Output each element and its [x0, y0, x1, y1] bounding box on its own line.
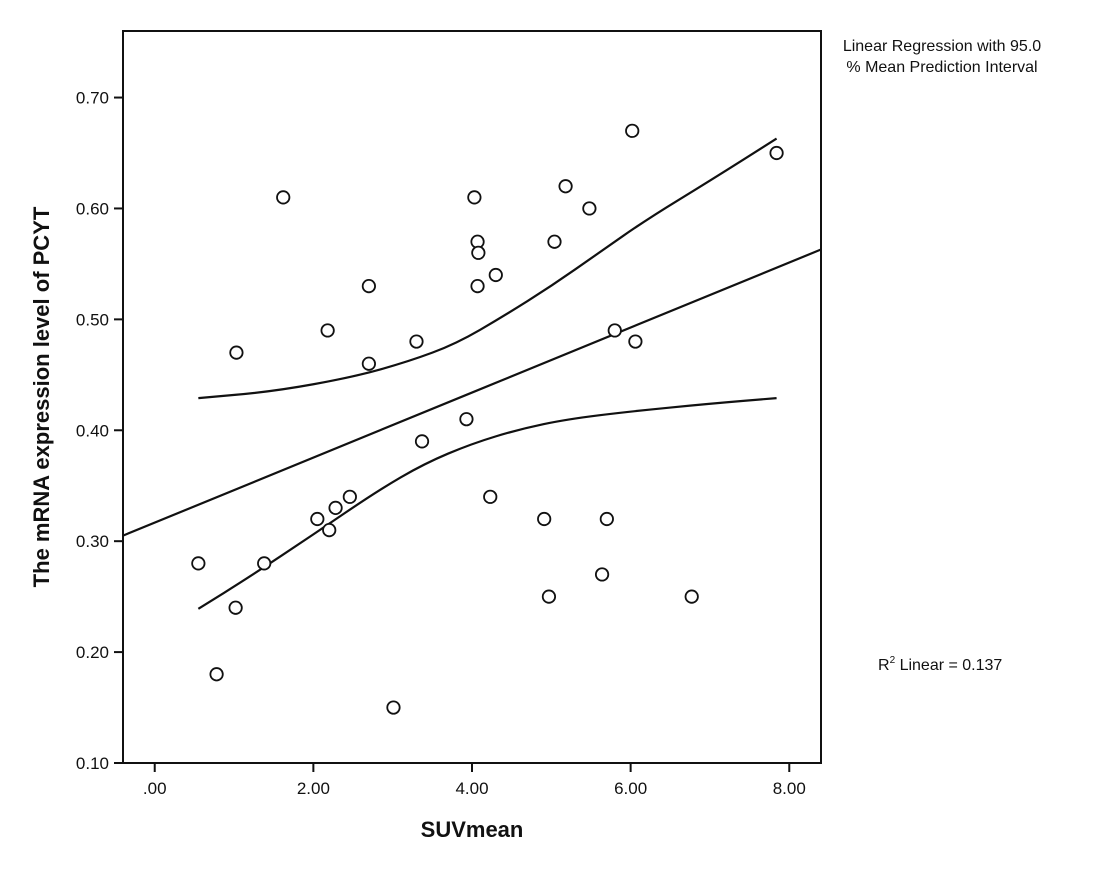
data-point — [342, 489, 357, 504]
data-point — [328, 500, 343, 516]
data-point — [470, 278, 485, 294]
r2-prefix: R — [878, 657, 890, 674]
r2-superscript: 2 — [890, 655, 896, 666]
x-axis: .00 2.00 4.00 6.00 8.00 — [143, 763, 806, 798]
data-point — [488, 267, 503, 283]
data-point — [594, 567, 610, 582]
y-axis: 0.10 0.20 0.30 0.40 0.50 0.60 0.70 — [76, 89, 123, 773]
data-point — [769, 145, 784, 161]
data-point — [483, 489, 498, 504]
data-point — [558, 179, 573, 194]
data-point — [684, 589, 699, 604]
data-point — [386, 700, 401, 715]
regression-fit-line — [123, 248, 821, 537]
data-point — [547, 234, 562, 249]
y-tick-label: 0.50 — [76, 310, 109, 329]
data-points — [191, 123, 784, 715]
data-point — [191, 556, 206, 571]
x-tick-label: .00 — [143, 779, 167, 798]
y-tick-label: 0.60 — [76, 199, 109, 218]
data-point — [209, 667, 224, 682]
data-point — [414, 434, 430, 449]
upper-prediction-interval — [198, 137, 778, 400]
data-point — [625, 123, 640, 138]
data-point — [467, 190, 482, 205]
data-point — [409, 334, 424, 349]
y-tick-label: 0.10 — [76, 754, 109, 773]
data-point — [537, 511, 552, 527]
data-point — [459, 412, 474, 427]
data-point — [257, 556, 272, 571]
data-point — [229, 345, 244, 360]
x-tick-label: 4.00 — [455, 779, 488, 798]
data-point — [471, 245, 486, 260]
x-axis-title: SUVmean — [421, 817, 524, 842]
data-point — [228, 600, 243, 615]
x-tick-label: 8.00 — [773, 779, 806, 798]
data-point — [607, 323, 622, 338]
data-point — [361, 278, 376, 294]
y-tick-label: 0.20 — [76, 643, 109, 662]
data-point — [310, 511, 325, 527]
data-point — [322, 522, 337, 538]
data-point — [582, 201, 597, 216]
plot-frame — [122, 30, 822, 764]
y-axis-title: The mRNA expression level of PCYT — [29, 206, 54, 587]
data-point — [361, 356, 376, 371]
y-tick-label: 0.40 — [76, 421, 109, 440]
y-tick-label: 0.30 — [76, 532, 109, 551]
r2-value: Linear = 0.137 — [895, 657, 1002, 674]
lower-prediction-interval — [197, 397, 777, 610]
data-point — [628, 334, 643, 349]
x-tick-label: 6.00 — [614, 779, 647, 798]
x-tick-label: 2.00 — [297, 779, 330, 798]
data-point — [541, 589, 557, 604]
legend-line-1: Linear Regression with 95.0 — [843, 38, 1041, 55]
legend-line-2: % Mean Prediction Interval — [846, 59, 1037, 76]
r-squared-annotation: R2 Linear = 0.137 — [878, 655, 1002, 674]
y-tick-label: 0.70 — [76, 89, 109, 108]
data-point — [276, 190, 291, 205]
regression-curves — [123, 137, 821, 610]
data-point — [320, 323, 335, 338]
data-point — [599, 511, 614, 527]
